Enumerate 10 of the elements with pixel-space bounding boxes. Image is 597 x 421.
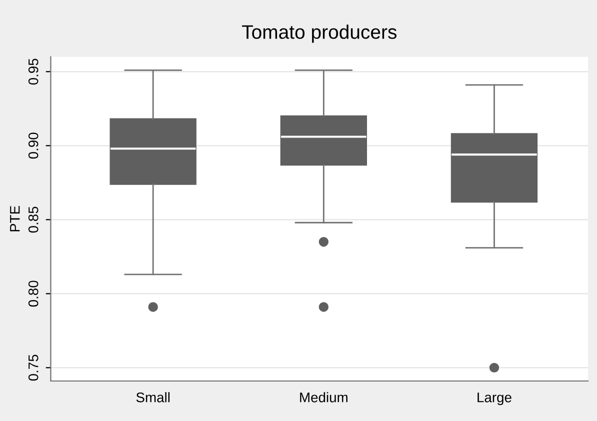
y-tick-label: 0.75 bbox=[28, 354, 38, 381]
y-tick-label: 0.85 bbox=[28, 206, 38, 233]
y-tick-label: 0.90 bbox=[28, 132, 38, 159]
chart-title: Tomato producers bbox=[242, 24, 397, 43]
x-tick-label: Medium bbox=[300, 392, 348, 402]
y-tick-label: 0.95 bbox=[28, 58, 38, 85]
y-axis-title: PTE bbox=[10, 206, 20, 232]
x-tick-label: Small bbox=[136, 392, 170, 402]
y-tick-label: 0.80 bbox=[28, 280, 38, 307]
x-tick-label: Large bbox=[478, 392, 512, 406]
